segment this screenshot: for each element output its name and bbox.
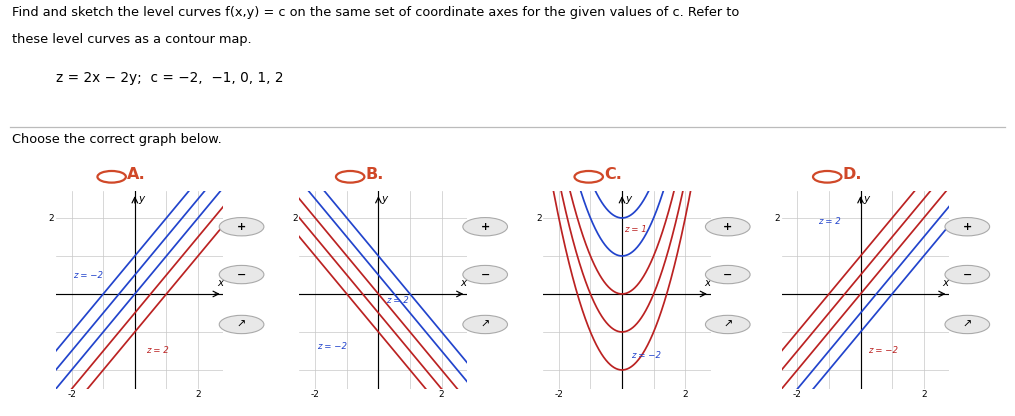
Text: x: x xyxy=(943,278,949,288)
Text: z = −2: z = −2 xyxy=(631,351,661,360)
Text: z = 2: z = 2 xyxy=(146,346,168,355)
Text: D.: D. xyxy=(842,167,862,182)
Text: y: y xyxy=(864,194,870,204)
Text: ↗: ↗ xyxy=(236,319,247,329)
Text: z = 2: z = 2 xyxy=(818,217,840,225)
Text: y: y xyxy=(138,194,144,204)
Text: +: + xyxy=(236,222,247,232)
Text: −: − xyxy=(480,270,490,280)
Text: these level curves as a contour map.: these level curves as a contour map. xyxy=(12,33,252,46)
Text: y: y xyxy=(625,194,631,204)
Text: +: + xyxy=(962,222,972,232)
Text: C.: C. xyxy=(604,167,622,182)
Text: +: + xyxy=(723,222,733,232)
Text: z = 2: z = 2 xyxy=(387,297,409,305)
Text: −: − xyxy=(723,270,733,280)
Text: −: − xyxy=(962,270,972,280)
Text: z = 1: z = 1 xyxy=(624,225,647,234)
Text: ↗: ↗ xyxy=(962,319,972,329)
Text: A.: A. xyxy=(127,167,145,182)
Text: +: + xyxy=(480,222,490,232)
Text: ↗: ↗ xyxy=(480,319,490,329)
Text: x: x xyxy=(217,278,223,288)
Text: B.: B. xyxy=(365,167,384,182)
Text: z = −2: z = −2 xyxy=(73,271,104,280)
Text: −: − xyxy=(236,270,247,280)
Text: Choose the correct graph below.: Choose the correct graph below. xyxy=(12,133,222,146)
Text: y: y xyxy=(382,194,388,204)
Text: z = −2: z = −2 xyxy=(869,346,898,355)
Text: Find and sketch the level curves f(x,y) = c on the same set of coordinate axes f: Find and sketch the level curves f(x,y) … xyxy=(12,6,740,19)
Text: z = −2: z = −2 xyxy=(317,342,347,351)
Text: ↗: ↗ xyxy=(723,319,733,329)
Text: x: x xyxy=(704,278,710,288)
Text: x: x xyxy=(461,278,467,288)
Text: z = 2x − 2y;  c = −2,  −1, 0, 1, 2: z = 2x − 2y; c = −2, −1, 0, 1, 2 xyxy=(56,71,283,85)
